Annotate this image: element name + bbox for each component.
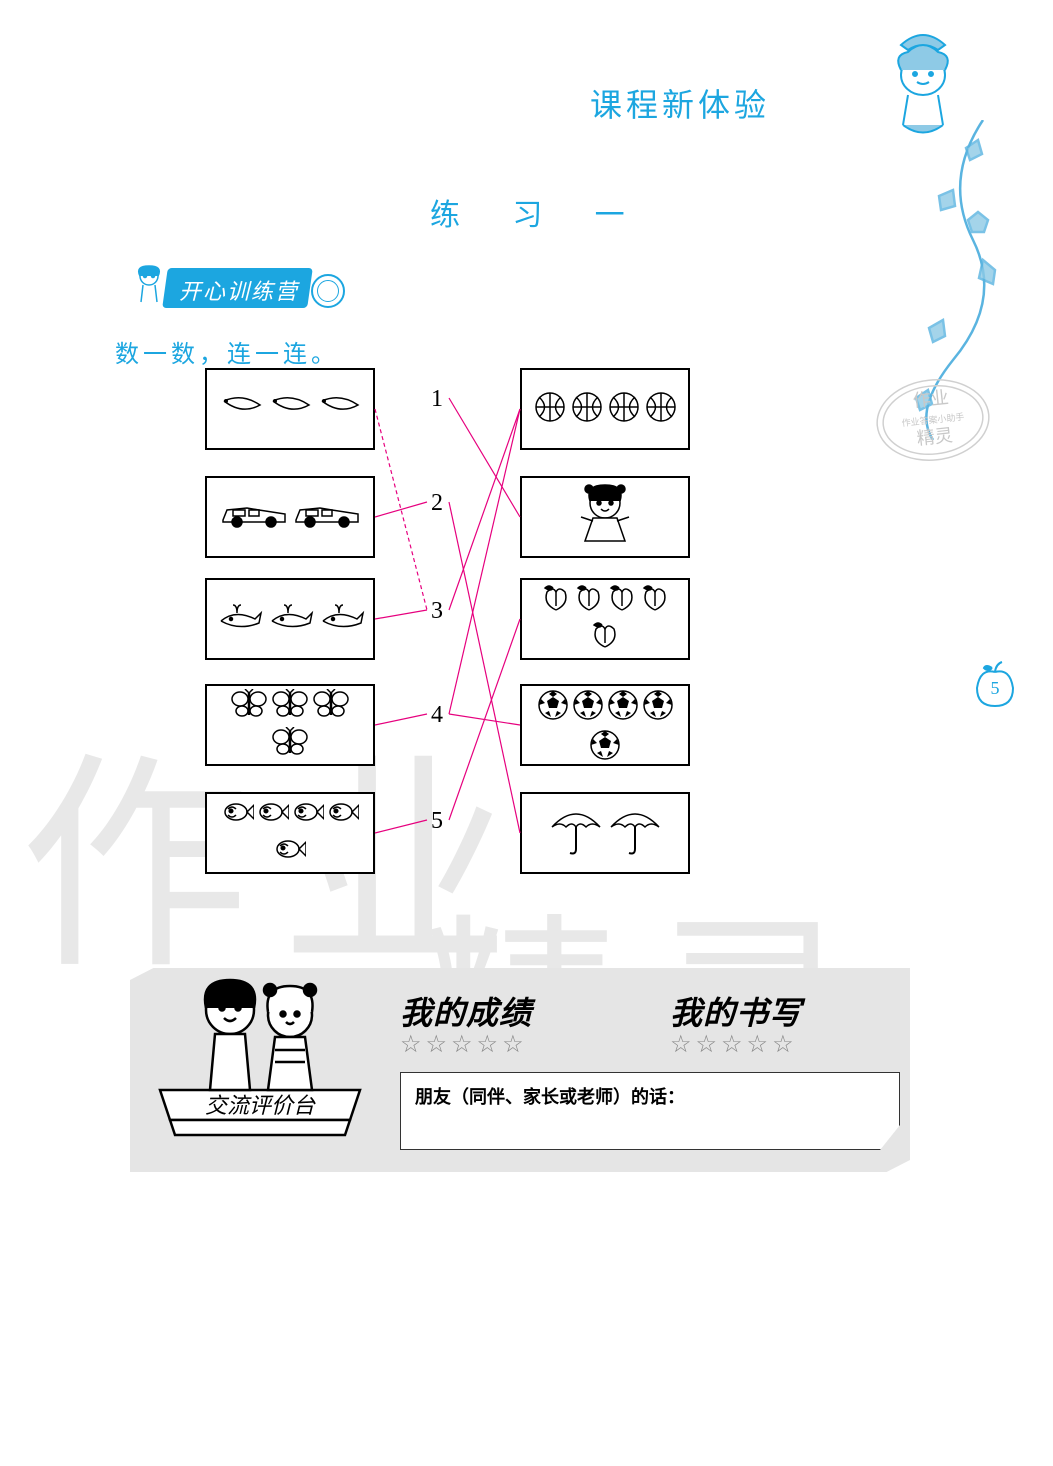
feedback-label: 朋友（同伴、家长或老师）的话： — [415, 1087, 685, 1107]
feedback-box[interactable]: 朋友（同伴、家长或老师）的话： — [400, 1072, 900, 1150]
evaluation-kids-icon: 交流评价台 — [140, 950, 380, 1150]
score-stars[interactable]: ☆☆☆☆☆ — [400, 1030, 528, 1059]
watermark-stamp-icon: 作业 作业答案小助手 精灵 — [869, 369, 998, 471]
banner-text: 开心训练营 — [179, 274, 299, 306]
banner-globe-icon — [311, 274, 345, 308]
eval-kids-banner-text: 交流评价台 — [205, 1093, 316, 1118]
eval-score-label: 我的成绩 — [400, 988, 532, 1034]
page-number: 5 — [991, 678, 1000, 698]
svg-text:作业答案小助手: 作业答案小助手 — [901, 411, 965, 429]
write-stars[interactable]: ☆☆☆☆☆ — [670, 1030, 798, 1059]
eval-write-label: 我的书写 — [670, 988, 802, 1034]
exercise-title: 练 习 一 — [430, 190, 647, 234]
page-header-title: 课程新体验 — [590, 80, 770, 126]
evaluation-panel: 交流评价台 我的成绩 我的书写 ☆☆☆☆☆ ☆☆☆☆☆ 朋友（同伴、家长或老师）… — [130, 980, 910, 1160]
section-banner: 开心训练营 — [135, 260, 345, 316]
svg-text:作业: 作业 — [912, 387, 950, 411]
connection-lines — [205, 358, 805, 918]
page-number-apple-icon: 5 — [972, 660, 1018, 710]
svg-text:精灵: 精灵 — [916, 425, 954, 449]
